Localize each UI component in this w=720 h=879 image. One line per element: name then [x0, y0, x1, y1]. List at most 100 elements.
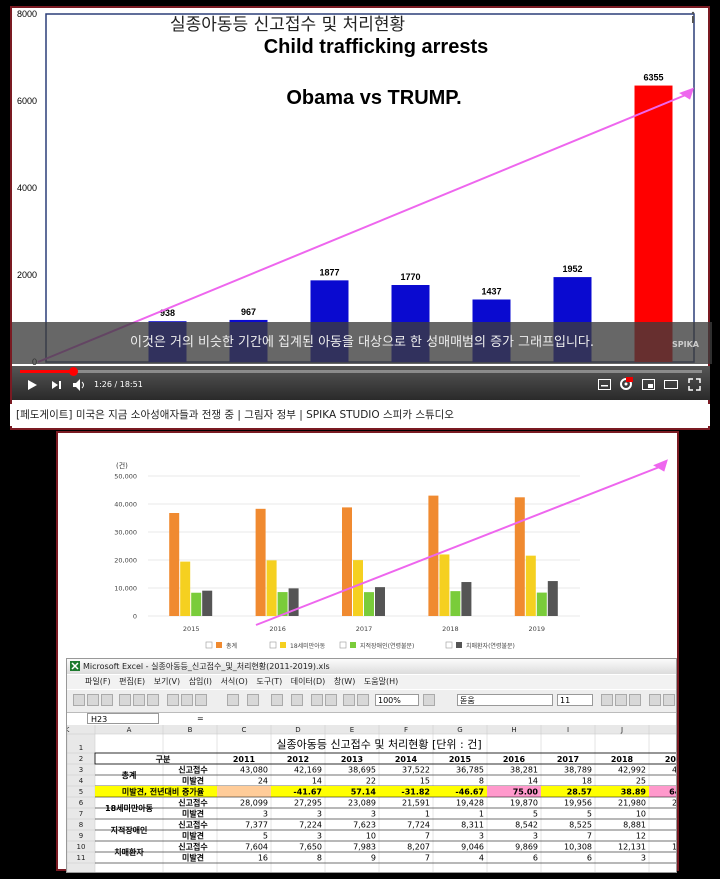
- table-cell[interactable]: 3: [641, 854, 646, 863]
- hyperlink-icon[interactable]: [271, 694, 283, 706]
- theater-icon[interactable]: [664, 379, 678, 390]
- drawing-icon[interactable]: [357, 694, 369, 706]
- menu-format[interactable]: 서식(O): [220, 677, 248, 686]
- table-cell[interactable]: 8,881: [623, 821, 646, 830]
- table-cell[interactable]: 43,080: [240, 766, 268, 775]
- spreadsheet-grid[interactable]: ABCDEFGHIJK1234567891011실종아동등 신고접수 및 처리현…: [67, 725, 676, 872]
- fullscreen-icon[interactable]: [688, 378, 701, 391]
- table-cell[interactable]: 25: [636, 777, 646, 786]
- sort-asc-icon[interactable]: [311, 694, 323, 706]
- row-header[interactable]: 4: [79, 777, 84, 785]
- table-cell[interactable]: 8: [479, 777, 484, 786]
- help-icon[interactable]: [423, 694, 435, 706]
- table-cell[interactable]: 5: [587, 810, 592, 819]
- table-cell[interactable]: 42,169: [294, 766, 322, 775]
- legend-checkbox[interactable]: [339, 641, 347, 649]
- table-cell[interactable]: 7: [587, 832, 592, 841]
- table-cell[interactable]: 3: [479, 832, 484, 841]
- table-cell[interactable]: -46.67: [455, 788, 484, 797]
- table-cell[interactable]: 21,980: [618, 799, 646, 808]
- column-header[interactable]: F: [404, 726, 408, 734]
- miniplayer-icon[interactable]: [642, 379, 655, 390]
- new-icon[interactable]: [73, 694, 85, 706]
- table-cell[interactable]: 7,623: [353, 821, 376, 830]
- progress-bar[interactable]: [20, 367, 702, 376]
- row-sub-label[interactable]: 신고접수: [178, 820, 208, 830]
- volume-icon[interactable]: [72, 378, 86, 392]
- menu-insert[interactable]: 삽입(I): [188, 677, 213, 686]
- table-cell[interactable]: 75.00: [513, 788, 539, 797]
- table-cell[interactable]: 21,551: [672, 799, 676, 808]
- print-icon[interactable]: [119, 694, 131, 706]
- table-cell[interactable]: 12,479: [672, 843, 676, 852]
- table-cell[interactable]: 9,046: [461, 843, 484, 852]
- column-header[interactable]: G: [457, 726, 462, 734]
- paste-icon[interactable]: [195, 694, 207, 706]
- font-name-select[interactable]: 돋움: [457, 694, 553, 706]
- table-cell[interactable]: 21,591: [402, 799, 430, 808]
- table-cell[interactable]: 6: [587, 854, 592, 863]
- table-cell[interactable]: 5: [263, 832, 268, 841]
- menu-view[interactable]: 보기(V): [153, 677, 181, 686]
- row-header[interactable]: 7: [79, 810, 83, 818]
- table-cell[interactable]: 3: [371, 810, 376, 819]
- menu-window[interactable]: 창(W): [333, 677, 356, 686]
- zoom-select[interactable]: 100%: [375, 694, 419, 706]
- table-cell[interactable]: 12,131: [618, 843, 646, 852]
- table-cell[interactable]: 3: [317, 810, 322, 819]
- header-cell[interactable]: 2014: [395, 755, 418, 764]
- row-sub-label[interactable]: 신고접수: [178, 765, 208, 775]
- row-header[interactable]: 2: [79, 755, 83, 763]
- table-cell[interactable]: 27,295: [294, 799, 322, 808]
- copy-icon[interactable]: [181, 694, 193, 706]
- table-cell[interactable]: 8,525: [569, 821, 592, 830]
- header-cell[interactable]: 2019: [665, 755, 676, 764]
- undo-icon[interactable]: [227, 694, 239, 706]
- table-cell[interactable]: 19,870: [510, 799, 538, 808]
- legend-checkbox[interactable]: [445, 641, 453, 649]
- underline-icon[interactable]: [629, 694, 641, 706]
- column-header[interactable]: E: [350, 726, 354, 734]
- table-cell[interactable]: -41.67: [293, 788, 322, 797]
- table-cell[interactable]: 57.14: [351, 788, 377, 797]
- table-cell[interactable]: 42,992: [618, 766, 646, 775]
- column-header[interactable]: K: [67, 726, 70, 734]
- table-cell[interactable]: 3: [317, 832, 322, 841]
- table-cell[interactable]: -31.82: [401, 788, 430, 797]
- chart-wizard-icon[interactable]: [343, 694, 355, 706]
- table-cell[interactable]: 1: [479, 810, 484, 819]
- row-sub-label[interactable]: 미발견: [182, 809, 204, 819]
- table-cell[interactable]: 15: [420, 777, 430, 786]
- table-cell[interactable]: 3: [533, 832, 538, 841]
- menu-file[interactable]: 파일(F): [85, 677, 111, 686]
- table-cell[interactable]: 6: [533, 854, 538, 863]
- table-cell[interactable]: 19,428: [456, 799, 484, 808]
- next-icon[interactable]: [50, 379, 62, 391]
- italic-icon[interactable]: [615, 694, 627, 706]
- row-sub-label[interactable]: 미발견: [182, 831, 204, 841]
- align-left-icon[interactable]: [649, 694, 661, 706]
- column-header[interactable]: A: [127, 726, 132, 734]
- header-cell[interactable]: 2013: [341, 755, 363, 764]
- legend-checkbox[interactable]: [269, 641, 277, 649]
- table-cell[interactable]: 7,724: [407, 821, 430, 830]
- table-cell[interactable]: 38,789: [564, 766, 592, 775]
- header-cell[interactable]: 2016: [503, 755, 526, 764]
- table-cell[interactable]: 7,983: [353, 843, 376, 852]
- header-cell[interactable]: 2012: [287, 755, 309, 764]
- table-cell[interactable]: 8: [317, 854, 322, 863]
- table-cell[interactable]: 3: [263, 810, 268, 819]
- table-cell[interactable]: 9: [371, 854, 376, 863]
- table-cell[interactable]: 14: [312, 777, 322, 786]
- table-cell[interactable]: 7: [425, 832, 430, 841]
- table-cell[interactable]: 23,089: [348, 799, 376, 808]
- table-cell[interactable]: 14: [528, 777, 538, 786]
- column-header[interactable]: B: [188, 726, 193, 734]
- row-header[interactable]: 3: [79, 766, 83, 774]
- row-header[interactable]: 9: [79, 832, 83, 840]
- table-cell[interactable]: 38,695: [348, 766, 376, 775]
- row-sub-label[interactable]: 신고접수: [178, 842, 208, 852]
- row-header[interactable]: 11: [77, 854, 86, 862]
- font-size-select[interactable]: 11: [557, 694, 593, 706]
- align-center-icon[interactable]: [663, 694, 675, 706]
